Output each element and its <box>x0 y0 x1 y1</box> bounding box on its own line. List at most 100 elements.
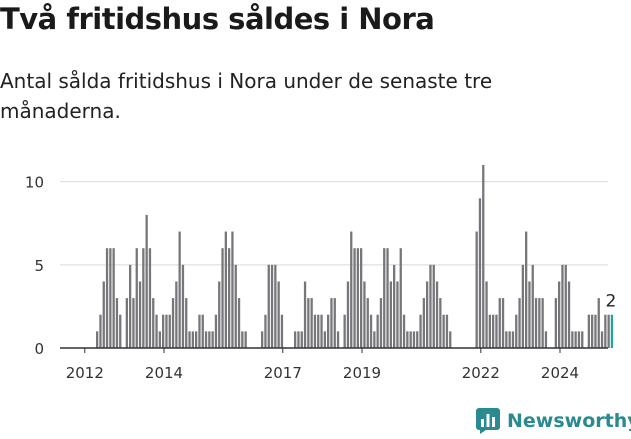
bar <box>422 298 425 348</box>
bar <box>237 298 241 348</box>
bar <box>531 264 534 348</box>
bar <box>261 331 264 348</box>
bar <box>300 331 303 348</box>
bar <box>419 314 422 348</box>
bar <box>521 264 524 348</box>
bar <box>191 331 194 348</box>
bar <box>581 331 584 348</box>
bar <box>294 331 297 348</box>
bar <box>554 298 557 348</box>
bar <box>158 331 161 348</box>
bar <box>336 331 340 348</box>
bar <box>155 314 158 348</box>
bar <box>508 331 511 348</box>
bar <box>393 264 396 348</box>
bar <box>168 314 171 348</box>
bar <box>234 264 237 348</box>
bar <box>313 314 317 348</box>
x-tick-label-2019: 2019 <box>343 364 381 382</box>
bar <box>442 314 445 348</box>
bar <box>333 298 336 348</box>
bar <box>330 298 333 348</box>
bar <box>211 331 214 348</box>
bar <box>373 331 376 348</box>
bar <box>350 231 353 348</box>
bar <box>558 281 561 348</box>
bar <box>208 331 211 348</box>
bar <box>181 264 185 348</box>
bar <box>105 248 109 348</box>
bar <box>528 281 531 348</box>
bar <box>383 248 386 348</box>
bar <box>241 331 244 348</box>
bar <box>574 331 577 348</box>
bar <box>412 331 416 348</box>
bar <box>515 314 518 348</box>
bar <box>178 231 181 348</box>
bar <box>221 248 224 348</box>
bar <box>488 314 491 348</box>
bar <box>439 298 442 348</box>
bar <box>320 314 323 348</box>
x-tick-label-2014: 2014 <box>145 364 183 382</box>
bar <box>511 331 515 348</box>
bar <box>96 331 99 348</box>
bar <box>600 331 604 348</box>
bar <box>112 248 115 348</box>
bar <box>449 331 452 348</box>
bar <box>346 281 350 348</box>
bar <box>610 314 614 348</box>
bar <box>594 314 597 348</box>
y-tick-label-5: 5 <box>34 257 44 275</box>
bar <box>492 314 495 348</box>
bar <box>274 264 277 348</box>
bar <box>498 298 501 348</box>
bar <box>198 314 201 348</box>
brand-name: Newsworthy <box>507 410 631 432</box>
bar <box>478 198 482 348</box>
bar <box>327 314 330 348</box>
bar <box>571 331 574 348</box>
bar <box>518 298 521 348</box>
bar <box>119 314 122 348</box>
bar <box>396 281 399 348</box>
bar <box>501 298 505 348</box>
bar <box>152 298 155 348</box>
bar <box>102 281 105 348</box>
bar <box>188 331 191 348</box>
x-tick-label-2012: 2012 <box>66 364 104 382</box>
bar <box>587 314 590 348</box>
bar <box>379 298 383 348</box>
bar <box>270 264 274 348</box>
chart-subtitle: Antal sålda fritidshus i Nora under de s… <box>0 69 493 123</box>
bar <box>185 298 188 348</box>
bar <box>409 331 412 348</box>
x-axis-labels: 2012 2014 2017 2019 2022 2024 <box>66 348 579 382</box>
bar <box>303 281 307 348</box>
bar <box>534 298 538 348</box>
bar <box>228 248 231 348</box>
bar <box>564 264 567 348</box>
bar <box>280 314 284 348</box>
y-tick-label-0: 0 <box>34 340 44 358</box>
bar <box>607 314 610 348</box>
bar <box>171 298 175 348</box>
bar <box>138 281 142 348</box>
bar <box>99 314 102 348</box>
bar-chart-logo-icon <box>476 408 500 434</box>
bar <box>224 231 227 348</box>
bar <box>485 281 488 348</box>
gridlines <box>60 181 608 266</box>
bar <box>201 314 204 348</box>
bar <box>482 165 485 348</box>
bar <box>389 281 392 348</box>
bar <box>416 331 419 348</box>
bar <box>402 314 406 348</box>
bar <box>538 298 541 348</box>
bar <box>577 331 581 348</box>
bar <box>218 281 221 348</box>
bar <box>195 331 198 348</box>
bar <box>115 298 119 348</box>
bar <box>165 314 168 348</box>
bar <box>162 314 165 348</box>
